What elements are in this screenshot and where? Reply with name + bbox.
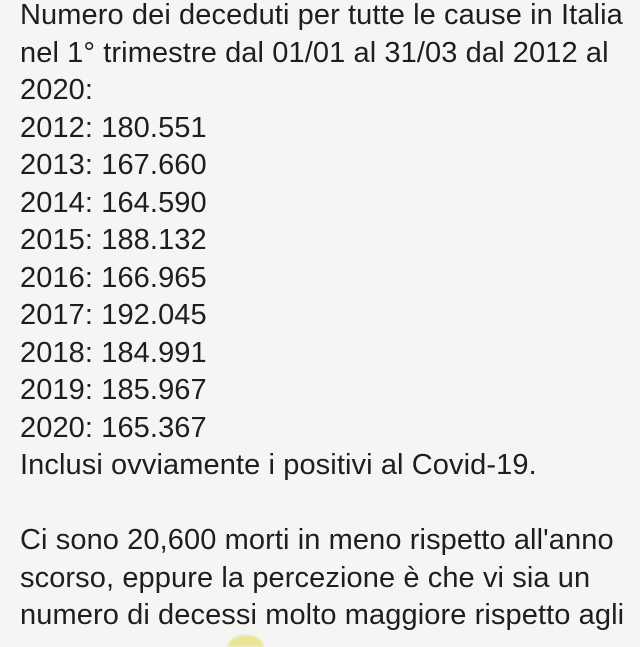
stat-line: 2012: 180.551	[20, 111, 207, 144]
stat-line: 2013: 167.660	[20, 149, 207, 181]
intro-line: Numero dei deceduti per tutte le cause i…	[20, 0, 623, 31]
paragraph-spacer	[20, 485, 635, 523]
covid-note-line: Inclusi ovviamente i positivi al Covid-1…	[20, 449, 537, 481]
stat-line: 2018: 184.991	[20, 336, 207, 369]
stat-line: 2017: 192.045	[20, 299, 207, 331]
intro-line: nel 1° trimestre dal 01/01 al 31/03 dal …	[20, 36, 609, 69]
paragraph-block: Ci sono 20,600 morti in meno rispetto al…	[20, 522, 635, 635]
intro-block: Numero dei deceduti per tutte le cause i…	[20, 0, 635, 110]
stat-line: 2014: 164.590	[20, 186, 207, 219]
intro-line: 2020:	[20, 74, 94, 106]
stat-line: 2015: 188.132	[20, 224, 207, 256]
stats-block: 2012: 180.551 2013: 167.660 2014: 164.590 2…	[20, 110, 635, 448]
partial-emoji-icon	[228, 635, 264, 647]
paragraph-line: numero di decessi molto maggiore rispett…	[20, 599, 625, 631]
stat-line: 2016: 166.965	[20, 261, 207, 294]
post-text-block: Numero dei deceduti per tutte le cause i…	[20, 0, 635, 635]
paragraph-line: scorso, eppure la percezione è che vi si…	[20, 561, 591, 594]
paragraph-line: Ci sono 20,600 morti in meno rispetto al…	[20, 524, 614, 556]
stat-line: 2020: 165.367	[20, 411, 207, 444]
stat-line: 2019: 185.967	[20, 374, 207, 406]
